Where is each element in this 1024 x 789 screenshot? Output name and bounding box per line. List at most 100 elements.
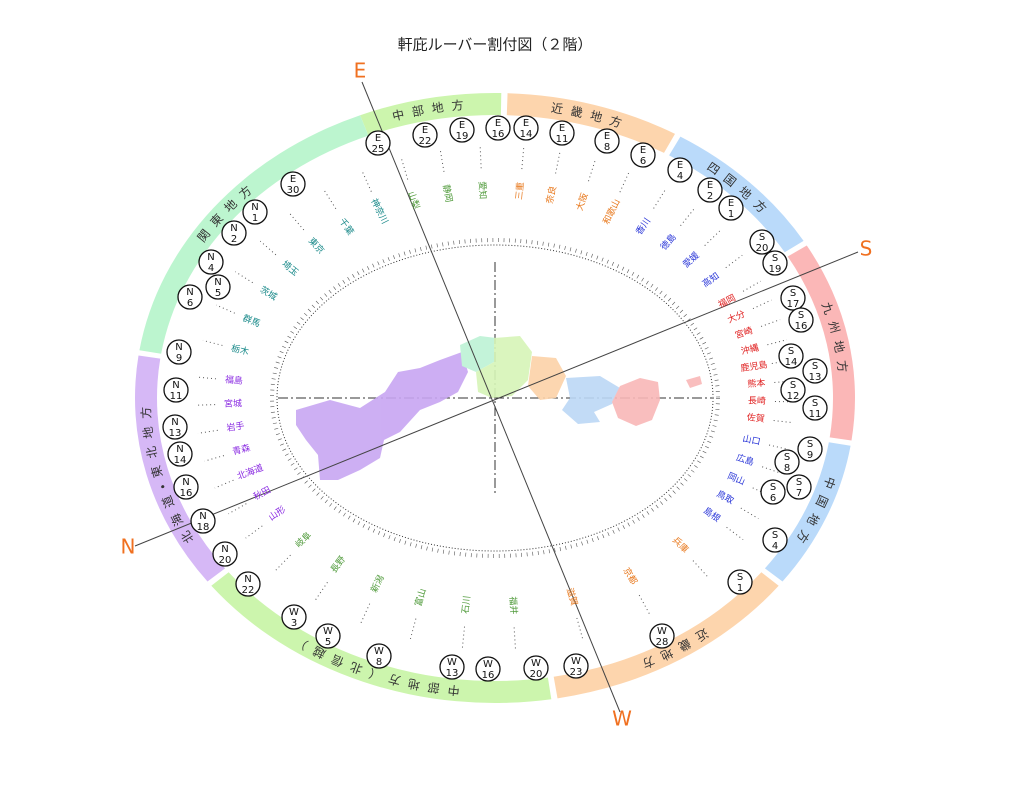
leader-line xyxy=(693,561,707,577)
marker: S4 xyxy=(763,528,787,552)
marker: N22 xyxy=(236,572,260,596)
marker-dir: S xyxy=(790,288,796,299)
marker: S1 xyxy=(728,570,752,594)
leader-line xyxy=(769,445,789,449)
prefecture-label: 鹿児島 xyxy=(740,358,769,374)
marker-num: 11 xyxy=(556,134,569,145)
marker: W8 xyxy=(367,644,391,668)
marker-dir: S xyxy=(772,253,778,264)
prefecture-label: 滋賀 xyxy=(564,586,581,607)
prefecture-label: 栃木 xyxy=(230,342,250,358)
marker: S19 xyxy=(763,251,787,275)
marker: N6 xyxy=(178,285,202,309)
leader-line xyxy=(362,172,371,192)
marker: N13 xyxy=(163,415,187,439)
prefecture-label: 宮崎 xyxy=(733,324,754,341)
prefecture-label: 鳥取 xyxy=(714,488,736,507)
prefecture-label: 徳島 xyxy=(658,231,679,252)
prefecture-label: 秋田 xyxy=(251,484,273,503)
leader-line xyxy=(410,619,416,640)
leader-line xyxy=(726,255,742,267)
leader-line xyxy=(639,595,649,614)
leader-line xyxy=(480,146,481,168)
prefecture-label: 茨城 xyxy=(258,285,279,304)
leader-line xyxy=(215,480,234,488)
marker-num: 6 xyxy=(187,298,193,309)
marker-num: 8 xyxy=(376,657,382,668)
map-chugoku xyxy=(562,376,620,424)
marker: N2 xyxy=(222,221,246,245)
prefecture-label: 大阪 xyxy=(573,191,590,212)
leader-line xyxy=(705,231,720,246)
marker-num: 20 xyxy=(219,555,232,566)
marker-dir: E xyxy=(375,133,381,144)
marker-num: 22 xyxy=(242,585,255,596)
marker-dir: W xyxy=(374,646,384,657)
marker-num: 3 xyxy=(291,618,297,629)
marker: E2 xyxy=(698,178,722,202)
marker-num: 16 xyxy=(492,129,505,140)
marker: N18 xyxy=(191,509,215,533)
marker-dir: N xyxy=(182,477,189,488)
prefecture-label: 京都 xyxy=(621,566,640,587)
prefecture-label: 埼玉 xyxy=(279,258,301,279)
prefecture-label: 和歌山 xyxy=(601,197,623,226)
prefecture-label: 富山 xyxy=(412,587,429,608)
prefecture-label: 宮城 xyxy=(224,397,242,410)
marker-num: 7 xyxy=(796,488,802,499)
leader-line xyxy=(195,405,215,406)
marker-num: 14 xyxy=(785,357,798,368)
compass-label: N xyxy=(121,535,136,559)
leader-line xyxy=(654,190,665,208)
marker-num: 8 xyxy=(784,463,790,474)
leader-line xyxy=(774,421,794,423)
marker-dir: W xyxy=(531,658,541,669)
marker-num: 1 xyxy=(737,583,743,594)
marker-num: 16 xyxy=(482,670,495,681)
marker-dir: S xyxy=(772,530,778,541)
prefecture-label: 岡山 xyxy=(726,471,747,488)
leader-line xyxy=(462,627,464,649)
prefecture-label: 福岡 xyxy=(716,292,738,311)
marker: N20 xyxy=(213,542,237,566)
marker-dir: E xyxy=(677,160,683,171)
marker: S6 xyxy=(761,480,785,504)
marker: S17 xyxy=(781,286,805,310)
marker: N5 xyxy=(206,275,230,299)
leader-line xyxy=(198,430,218,433)
marker-num: 9 xyxy=(807,450,813,461)
prefecture-label: 佐賀 xyxy=(746,411,765,425)
marker-num: 30 xyxy=(287,185,300,196)
marker: W20 xyxy=(524,656,548,680)
map-tohoku xyxy=(296,352,468,480)
marker-num: 18 xyxy=(197,522,210,533)
prefecture-label: 神奈川 xyxy=(368,196,391,226)
marker-dir: N xyxy=(214,277,221,288)
leader-line xyxy=(727,527,744,539)
marker-num: 22 xyxy=(419,136,432,147)
marker-dir: S xyxy=(812,398,818,409)
marker-dir: S xyxy=(796,477,802,488)
prefecture-label: 山梨 xyxy=(405,190,422,211)
marker-dir: E xyxy=(523,118,529,129)
marker-num: 13 xyxy=(809,372,822,383)
marker-num: 5 xyxy=(325,637,331,648)
marker-dir: S xyxy=(798,310,804,321)
prefecture-label: 福島 xyxy=(224,373,243,386)
leader-line xyxy=(361,604,370,624)
leader-line xyxy=(324,191,335,209)
leader-line xyxy=(522,147,524,169)
marker-dir: S xyxy=(784,452,790,463)
prefecture-label: 新潟 xyxy=(368,573,387,594)
marker-dir: E xyxy=(707,180,713,191)
marker: E22 xyxy=(413,123,437,147)
leader-line xyxy=(316,582,328,600)
marker-num: 4 xyxy=(208,263,214,274)
marker: S12 xyxy=(781,378,805,402)
map-kyushu xyxy=(612,378,660,426)
marker: E25 xyxy=(366,131,390,155)
leader-line xyxy=(205,456,224,462)
marker-num: 12 xyxy=(787,391,800,402)
marker: S7 xyxy=(787,475,811,499)
